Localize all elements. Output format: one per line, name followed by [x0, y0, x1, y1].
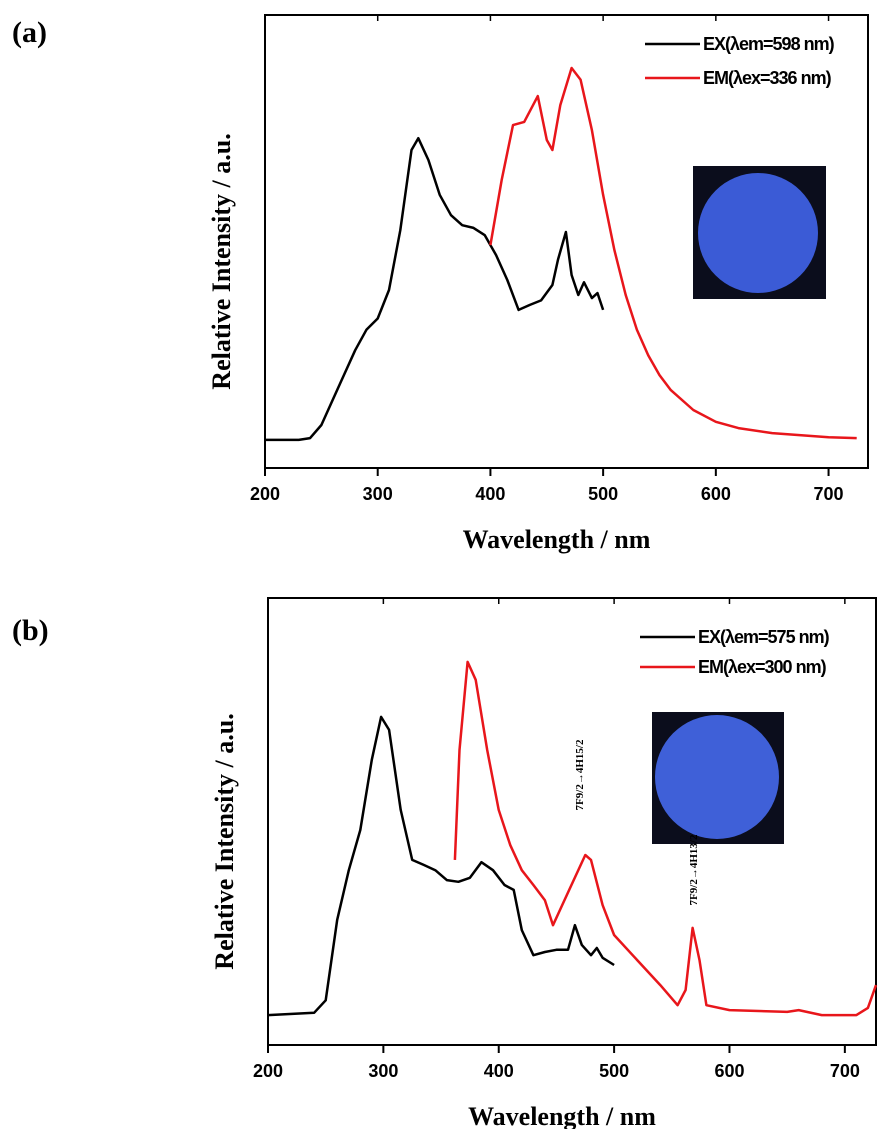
x-tick-label: 600 [714, 1061, 744, 1081]
x-tick-label: 300 [363, 484, 393, 504]
plot-frame [267, 597, 877, 1046]
x-axis-title: Wavelength / nm [468, 1102, 656, 1129]
x-tick-label: 500 [599, 1061, 629, 1081]
transition-annotation: 7F9/2→4H13/2 [688, 834, 700, 905]
data-line [489, 66, 857, 440]
y-axis-title: Relative Intensity / a.u. [207, 133, 236, 389]
panel-label: (b) [12, 614, 49, 647]
x-tick-label: 400 [475, 484, 505, 504]
transition-annotation: 7F9/2→4H15/2 [574, 739, 586, 810]
x-axis-title: Wavelength / nm [463, 525, 651, 554]
inset-disc [655, 715, 779, 839]
x-tick-label: 300 [368, 1061, 398, 1081]
inset-disc [698, 173, 818, 293]
legend-label: EM(λex=300 nm) [698, 657, 827, 677]
plot-frame [264, 14, 869, 469]
y-axis-title: Relative Intensity / a.u. [210, 713, 239, 969]
data-line [265, 136, 605, 442]
x-tick-label: 600 [701, 484, 731, 504]
data-line [453, 660, 878, 1017]
x-tick-label: 200 [253, 1061, 283, 1081]
legend-label: EX(λem=598 nm) [703, 34, 835, 54]
x-tick-label: 700 [814, 484, 844, 504]
legend-label: EX(λem=575 nm) [698, 627, 830, 647]
legend-label: EM(λex=336 nm) [703, 68, 832, 88]
panel-label: (a) [12, 16, 47, 49]
data-line [267, 715, 615, 1017]
x-tick-label: 400 [484, 1061, 514, 1081]
x-tick-label: 700 [830, 1061, 860, 1081]
x-tick-label: 500 [588, 484, 618, 504]
x-tick-label: 200 [250, 484, 280, 504]
